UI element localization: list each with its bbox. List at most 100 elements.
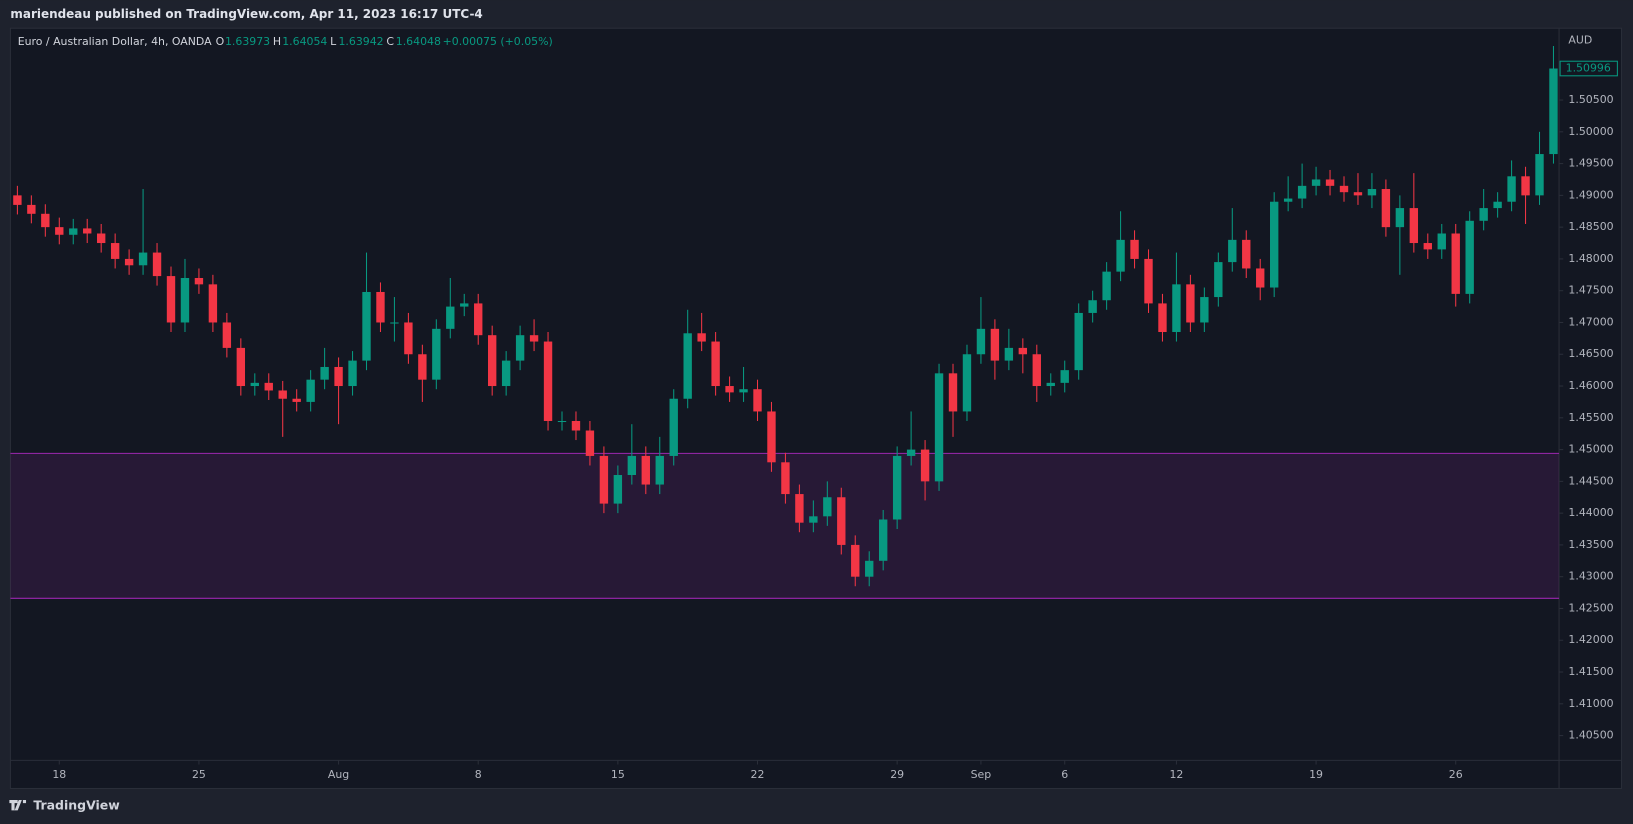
candle-body bbox=[69, 228, 78, 235]
candle-body bbox=[878, 519, 888, 561]
candle-body bbox=[711, 341, 720, 387]
candle-body bbox=[571, 420, 581, 431]
candle-body bbox=[404, 322, 413, 355]
candle-body bbox=[837, 497, 846, 545]
candle-body bbox=[767, 411, 776, 463]
candle-body bbox=[1256, 268, 1265, 288]
candle-body bbox=[222, 322, 232, 348]
x-tick-label: 18 bbox=[52, 768, 66, 781]
candle-body bbox=[110, 243, 120, 259]
symbol: Euro / Australian Dollar, 4h, OANDA bbox=[18, 35, 212, 48]
candle-body bbox=[990, 328, 1000, 361]
candle-body bbox=[1018, 347, 1028, 355]
candle-body bbox=[487, 335, 497, 387]
candle-body bbox=[1381, 189, 1391, 228]
y-tick-label: 1.48000 bbox=[1568, 252, 1613, 265]
candle-body bbox=[613, 475, 623, 504]
candle-body bbox=[1172, 284, 1181, 333]
candle-body bbox=[851, 544, 860, 577]
last-price-box bbox=[1559, 60, 1618, 77]
candle-body bbox=[1465, 220, 1474, 294]
candle-body bbox=[264, 382, 273, 391]
candle-body bbox=[655, 455, 664, 485]
candle-body bbox=[152, 252, 162, 277]
candle-body bbox=[334, 366, 343, 387]
y-tick-label: 1.46500 bbox=[1568, 347, 1613, 360]
candle-body bbox=[529, 335, 539, 342]
legend-value: 1.63942 bbox=[338, 35, 383, 48]
x-tick-label: 22 bbox=[751, 768, 765, 781]
y-tick-label: 1.44000 bbox=[1568, 506, 1613, 519]
candle-body bbox=[1158, 303, 1167, 333]
candle-body bbox=[1367, 189, 1377, 196]
candle-body bbox=[962, 354, 972, 412]
candle-body bbox=[557, 420, 567, 423]
candle-body bbox=[599, 455, 609, 504]
candle-body bbox=[697, 333, 706, 342]
y-tick-label: 1.42000 bbox=[1568, 633, 1613, 646]
candle-body bbox=[278, 390, 287, 399]
legend-label: L bbox=[330, 35, 337, 48]
y-tick-label: 1.44500 bbox=[1568, 474, 1613, 487]
candle-body bbox=[418, 354, 427, 380]
y-tick-label: 1.49500 bbox=[1568, 157, 1613, 170]
candle-body bbox=[1144, 258, 1153, 304]
candle-body bbox=[1423, 243, 1432, 250]
y-tick-label: 1.42500 bbox=[1568, 601, 1613, 614]
x-tick-label: 8 bbox=[475, 768, 482, 781]
candle-body bbox=[669, 398, 678, 456]
candle-body bbox=[1186, 284, 1195, 323]
candle-body bbox=[1437, 233, 1446, 250]
x-tick-label: 25 bbox=[192, 768, 206, 781]
x-tick-label: 26 bbox=[1449, 768, 1463, 781]
brand-logo bbox=[9, 799, 27, 811]
last-price-label: 1.50996 bbox=[1566, 62, 1611, 75]
candle-body bbox=[948, 373, 958, 412]
candle-body bbox=[1535, 154, 1544, 196]
candle-body bbox=[41, 213, 50, 228]
candle-body bbox=[432, 328, 441, 380]
candle-body bbox=[96, 233, 106, 244]
candle-body bbox=[865, 560, 874, 577]
candle-body bbox=[390, 322, 399, 324]
y-tick-label: 1.49000 bbox=[1568, 188, 1613, 201]
candle-body bbox=[194, 277, 204, 285]
candle-body bbox=[208, 284, 218, 323]
y-tick-label: 1.43500 bbox=[1568, 538, 1613, 551]
candle-body bbox=[1214, 262, 1223, 298]
candle-body bbox=[1269, 201, 1279, 288]
candle-body bbox=[906, 449, 916, 456]
candle-body bbox=[1493, 201, 1502, 209]
candle-body bbox=[348, 360, 357, 387]
candle-body bbox=[1060, 370, 1069, 383]
y-tick-label: 1.45000 bbox=[1568, 443, 1613, 456]
candle-body bbox=[27, 204, 36, 214]
candle-body bbox=[138, 252, 148, 266]
candle-body bbox=[920, 449, 930, 482]
candle-body bbox=[1116, 239, 1125, 272]
x-tick-label: 29 bbox=[890, 768, 904, 781]
candle-body bbox=[166, 276, 176, 323]
legend-label: O bbox=[216, 35, 225, 48]
y-tick-label: 1.48500 bbox=[1568, 220, 1613, 233]
candle-body bbox=[236, 347, 246, 387]
legend-value: 1.64048 bbox=[396, 35, 441, 48]
candle-body bbox=[1200, 297, 1209, 323]
legend-change: +0.00075 (+0.05%) bbox=[443, 35, 553, 48]
candle-body bbox=[124, 258, 134, 266]
candle-body bbox=[1004, 347, 1014, 361]
candle-body bbox=[781, 462, 790, 495]
legend-value: 1.63973 bbox=[225, 35, 270, 48]
y-tick-label: 1.41500 bbox=[1568, 665, 1613, 678]
candle-body bbox=[934, 373, 944, 482]
candle-body bbox=[1074, 312, 1083, 371]
y-tick-label: 1.41000 bbox=[1568, 697, 1613, 710]
candle-body bbox=[1507, 176, 1516, 202]
candle-body bbox=[1339, 185, 1349, 193]
legend-label: C bbox=[386, 35, 394, 48]
legend-label: H bbox=[273, 35, 281, 48]
candle-body bbox=[180, 277, 190, 323]
legend-value: 1.64054 bbox=[282, 35, 327, 48]
candle-body bbox=[501, 360, 511, 387]
candle-body bbox=[725, 386, 734, 393]
